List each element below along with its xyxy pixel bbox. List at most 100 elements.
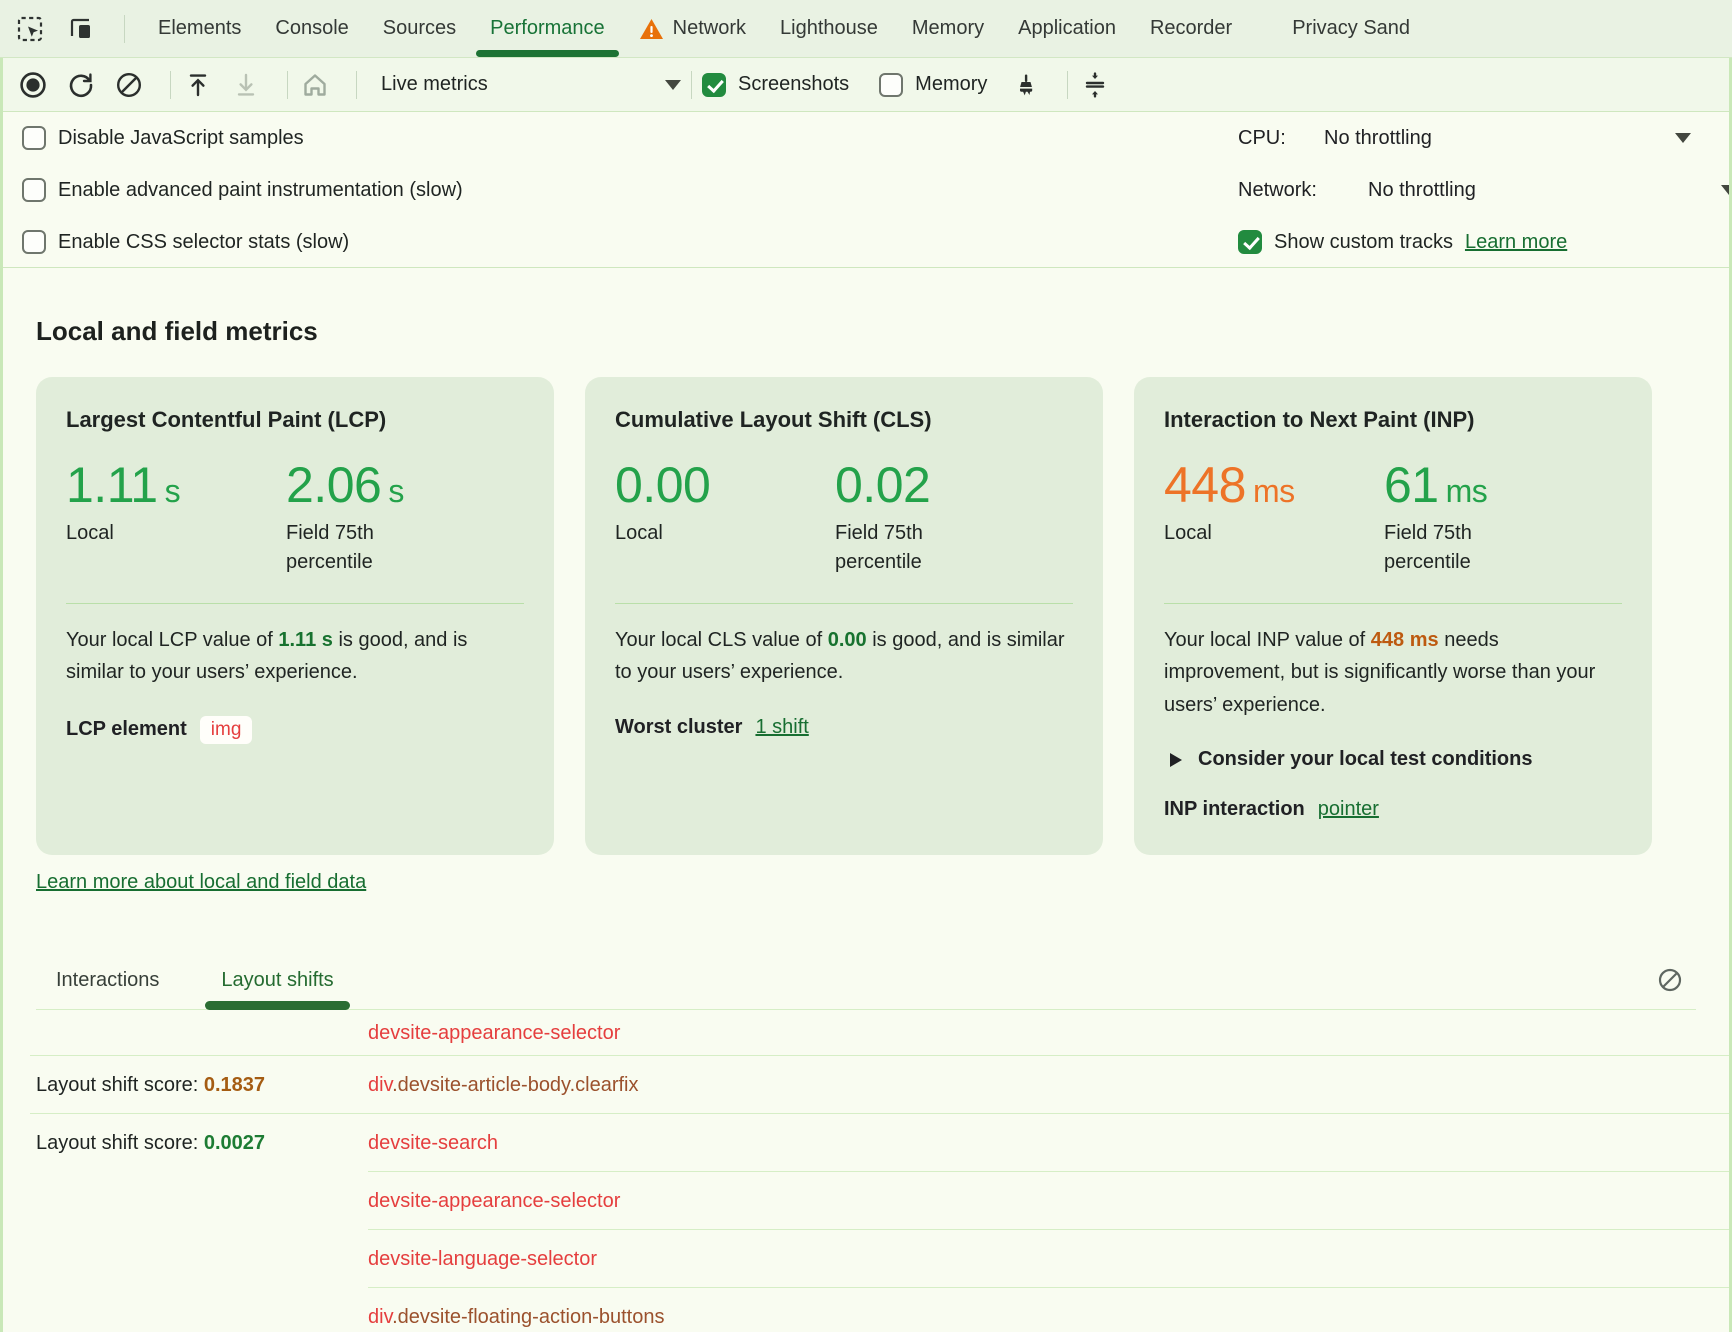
element-link-tag: devsite-language-selector (368, 1248, 597, 1270)
element-link[interactable]: devsite-appearance-selector (368, 1022, 620, 1045)
local-field-learn-more-link[interactable]: Learn more about local and field data (36, 871, 366, 894)
local-metric-value: 1.11s (66, 459, 286, 511)
disable-javascript-samples-checkbox[interactable]: Disable JavaScript samples (22, 112, 463, 164)
toolbar-divider (1067, 71, 1068, 99)
block-icon[interactable] (1656, 966, 1684, 994)
consider-your-local-test-conditions-row[interactable]: Consider your local test conditions (1164, 748, 1622, 771)
panel-tabs: Elements ConsoleSourcesPerformance Networ… (141, 0, 1427, 57)
card-divider (66, 603, 524, 604)
memory-label: Memory (915, 73, 987, 96)
save-profile-icon[interactable] (229, 68, 263, 102)
metric-unit: s (165, 473, 181, 509)
metric-value-label: Local (615, 519, 780, 548)
field-metric-value: 0.02 (835, 459, 1073, 511)
show-custom-tracks-checkbox[interactable]: Show custom tracks (1238, 230, 1453, 254)
layout-shift-score: Layout shift score: 0.0027 (36, 1132, 368, 1155)
field-value-block: 61msField 75th percentile (1384, 459, 1622, 603)
lcp-element-row: LCP element img (66, 716, 524, 744)
metric-card-title: Cumulative Layout Shift (CLS) (615, 407, 1073, 433)
tab-network[interactable]: Network (622, 0, 763, 57)
clear-history-brush-icon[interactable] (1009, 68, 1043, 102)
inspect-element-button[interactable] (14, 12, 46, 46)
tab-sources[interactable]: Sources (366, 0, 473, 57)
device-toolbar-icon[interactable] (64, 12, 96, 46)
worst-cluster-row: Worst cluster1 shift (615, 716, 1073, 739)
record-icon[interactable] (16, 68, 50, 102)
tab-privacy-sand[interactable]: Privacy Sand (1275, 0, 1427, 57)
panel-left-edge (0, 58, 3, 1332)
extra-label: INP interaction (1164, 798, 1305, 821)
extra-label: LCP element (66, 718, 187, 741)
metric-card-title: Largest Contentful Paint (LCP) (66, 407, 524, 433)
metric-unit: ms (1253, 473, 1295, 509)
network-throttling-select[interactable]: No throttling (1368, 179, 1476, 202)
learn-more-link[interactable]: Learn more (1465, 231, 1567, 254)
screenshots-checkbox[interactable]: Screenshots (702, 73, 849, 97)
load-profile-icon[interactable] (181, 68, 215, 102)
metric-values: 0.00 Local 0.02 Field 75th percentile (615, 459, 1073, 603)
element-link[interactable]: devsite-search (368, 1132, 498, 1155)
local-value-block: 0.00 Local (615, 459, 835, 603)
collapse-icon[interactable] (1078, 68, 1112, 102)
local-metric-value: 0.00 (615, 459, 835, 511)
home-icon[interactable] (298, 68, 332, 102)
metric-unit: s (388, 473, 404, 509)
tab-label: Recorder (1150, 17, 1232, 40)
tab-performance[interactable]: Performance (473, 0, 622, 57)
tab-lighthouse[interactable]: Lighthouse (763, 0, 895, 57)
field-value-block: 0.02 Field 75th percentile (835, 459, 1073, 603)
log-tab-layout-shifts[interactable]: Layout shifts (221, 952, 333, 1009)
tab-label: Memory (912, 17, 984, 40)
metric-value-label: Local (66, 519, 231, 548)
element-link[interactable]: div.devsite-floating-action-buttons (368, 1306, 664, 1329)
checkbox-checked-icon (702, 73, 726, 97)
inp-interaction-row: INP interaction pointer (1164, 798, 1622, 821)
layout-shift-score-value: 0.1837 (204, 1074, 265, 1096)
memory-checkbox[interactable]: Memory (879, 73, 987, 97)
metric-card-cls: Cumulative Layout Shift (CLS)0.00Local0.… (585, 377, 1103, 855)
element-link-tag: devsite-search (368, 1132, 498, 1154)
element-link[interactable]: devsite-appearance-selector (368, 1190, 620, 1213)
metric-unit: ms (1446, 473, 1488, 509)
reload-record-icon[interactable] (64, 68, 98, 102)
element-link[interactable]: devsite-language-selector (368, 1248, 597, 1271)
tab-label: Elements (158, 17, 241, 40)
element-link-tag: devsite-appearance-selector (368, 1022, 620, 1044)
tab-application[interactable]: Application (1001, 0, 1133, 57)
tab-elements[interactable]: Elements (141, 0, 258, 57)
element-link[interactable]: div.devsite-article-body.clearfix (368, 1074, 638, 1097)
element-link-tag: devsite-appearance-selector (368, 1190, 620, 1212)
tab-console[interactable]: Console (258, 0, 365, 57)
worst-cluster-link[interactable]: 1 shift (755, 716, 808, 739)
layout-shift-row: Layout shift score: 0.0027devsite-search (36, 1114, 1696, 1172)
tab-recorder[interactable]: Recorder (1133, 0, 1249, 57)
metric-description: Your local LCP value of 1.11 s is good, … (66, 624, 524, 689)
custom-tracks-label: Show custom tracks (1274, 231, 1453, 254)
metric-values: 1.11s Local 2.06sField 75th percentile (66, 459, 524, 603)
element-link-pill[interactable]: img (200, 716, 253, 744)
tab-memory[interactable]: Memory (895, 0, 1001, 57)
metric-description: Your local CLS value of 0.00 is good, an… (615, 624, 1073, 689)
enable-advanced-paint-instrumentation-slow-checkbox[interactable]: Enable advanced paint instrumentation (s… (22, 164, 463, 216)
throttling-settings: CPU: No throttling Network: No throttlin… (1238, 112, 1732, 268)
metric-description-value: 1.11 s (278, 629, 333, 651)
cpu-throttling-select[interactable]: No throttling (1324, 127, 1432, 150)
field-value-block: 2.06sField 75th percentile (286, 459, 524, 603)
metric-value-label: Field 75th percentile (835, 519, 1000, 577)
clear-icon[interactable] (112, 68, 146, 102)
log-tab-interactions[interactable]: Interactions (56, 952, 159, 1009)
checkbox-unchecked-icon (22, 230, 46, 254)
network-throttling-row: Network: No throttling (1238, 164, 1732, 216)
live-metrics-log: Interactions Layout shifts devsite-appear… (36, 952, 1696, 1332)
layout-shift-row: div.devsite-floating-action-buttons (36, 1288, 1696, 1332)
checkbox-unchecked-icon (22, 178, 46, 202)
inp-interaction-link[interactable]: pointer (1318, 798, 1379, 821)
devtools-tab-bar: Elements ConsoleSourcesPerformance Networ… (0, 0, 1732, 58)
element-link-classes: .devsite-floating-action-buttons (392, 1306, 664, 1328)
live-metrics-view: Local and field metrics Largest Contentf… (0, 316, 1732, 1332)
log-tab-strip: Interactions Layout shifts (36, 952, 1696, 1010)
checkbox-unchecked-icon (22, 126, 46, 150)
view-mode-dropdown[interactable]: Live metrics (367, 73, 681, 96)
enable-css-selector-stats-slow-checkbox[interactable]: Enable CSS selector stats (slow) (22, 216, 463, 268)
tab-label: Lighthouse (780, 17, 878, 40)
